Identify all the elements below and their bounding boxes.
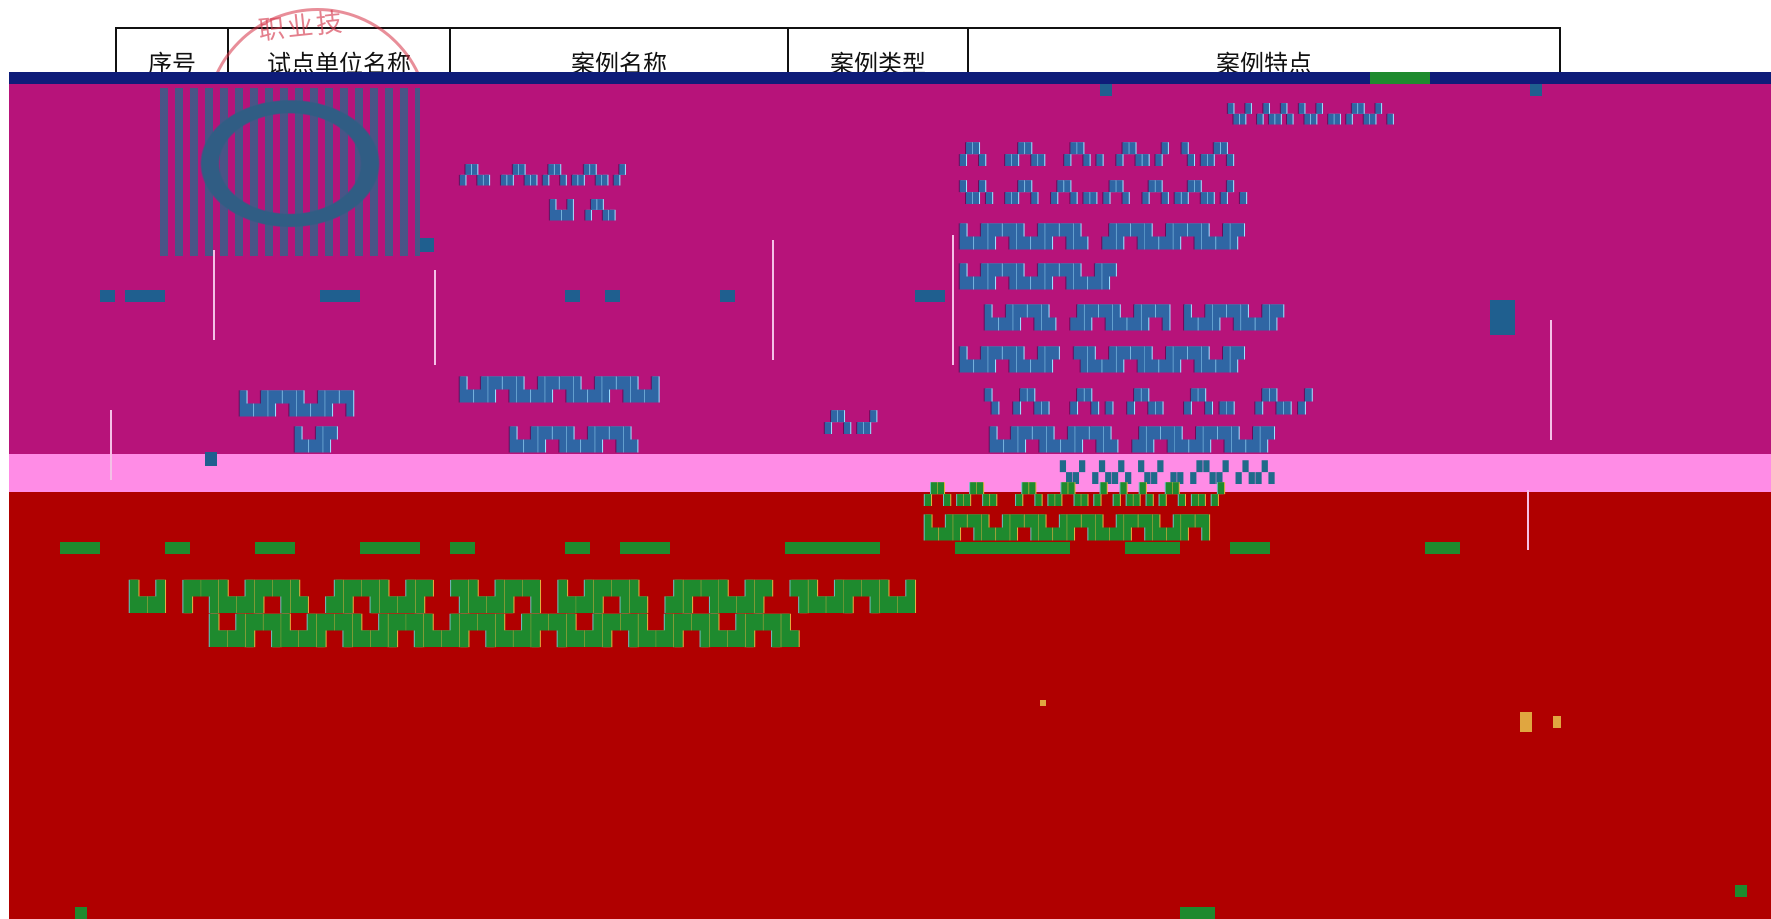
corrupted-text-row: ▚▞▖▗▞▚ ▞▚▗▖▞▚ ▞▚▗▞▚▖▞▗ [960,180,1247,204]
corrupted-text-row: ▞▚▗▞▚▖ ▞▚▗▞▚▖▞▗▚▞▖▞▚▗▖▞ [925,482,1225,506]
corrupted-text-row: ▙▟▛▜▙▟▛▜▙ ▟▛▜▙▟▛▜▙▟▛ [960,225,1245,250]
corruption-block [1490,300,1515,335]
corrupted-text-row: ▙▟▛▜▙▟▛▜ [240,392,354,417]
corruption-block [1125,542,1180,554]
corruption-band-pink [9,454,1771,492]
corrupted-text-row: ▙▟▛▜▙▟▛▜▙ [510,428,639,453]
corrupted-text-row: ▞▚ ▗▞▚▖ ▞▚▗ ▞▚▖▞ ▚▗▞▚ [960,142,1234,166]
corruption-block [720,290,735,302]
corrupted-text-row: ▙▟▛▜▙ ▟▛▜▙▟▛▜ ▙▟▛▜▙▟▛ [985,306,1285,331]
corrupted-text-row: ▙▟▛▜▙▟▛▜▙▟▛▜▙▟▛▜▙▟▛▜ [925,516,1210,541]
corrupted-text-row: ▚▞▗▚▞▖▚▞▗▖▞▚▞▗ [1228,104,1394,125]
corruption-block [450,542,475,554]
corrupted-text-row: ▙▟▛▜▙▟▛▜▙▟▛ [960,265,1117,290]
corruption-block [955,542,1070,554]
corruption-block [565,542,590,554]
corruption-block [1530,84,1542,96]
corruption-block [360,542,420,554]
corrupted-text-row: ▙▟ ▛▜▙▟▛▜▙ ▟▛▜▙▟▛ ▜▙▟▛▜ ▙▟▛▜▙ ▟▛▜▙▟▛ ▜▙▟… [130,580,916,613]
corruption-block [165,542,190,554]
corrupted-text-row: ▙▟▛▜▙▟▛ ▜▙▟▛▜▙▟▛▜▙▟▛ [960,348,1245,373]
corruption-block [1553,716,1561,728]
corruption-block [1370,72,1430,84]
corruption-block [620,542,670,554]
corrupted-text-row: ▙▟▛▜▙▟▛▜▙ ▟▛▜▙▟▛▜▙▟▛ [990,428,1275,453]
corruption-block [1230,542,1270,554]
corruption-block [100,290,115,302]
corruption-band-red [9,492,1771,919]
corruption-block [75,907,87,919]
corruption-block [205,452,217,466]
corrupted-text-row: ▙▟ ▞▚▖ [550,200,622,221]
table-line [110,410,112,480]
corrupted-text-row: ▙▟▛▜▙▟▛▜▙▟▛▜▙▟ [460,378,660,403]
corrupted-text-row: ▞▚▗▞ [825,410,878,434]
corrupted-text-row: ▞▚▖▗▞▚▖▞▚▗▞▚▖▞ [460,165,626,186]
corrupted-text-row: ▙▟▛▜▙▟▛▜▙▟▛▜▙▟▛▜▙▟▛▜▙▟▛▜▙▟▛▜▙▟▛▜▙ [210,614,800,647]
corrupted-text-row: ▚ ▞▚▖ ▞▚▗ ▞▚▖ ▞▚▗▖ ▞▚▖▞ [985,390,1313,415]
corruption-block [605,290,620,302]
corruption-block [1425,542,1460,554]
corruption-block [1040,700,1046,706]
table-line [772,240,774,360]
corrupted-text-row: ▙▟▛ [295,428,338,453]
table-line [434,270,436,365]
corruption-block [255,542,295,554]
corruption-block [1180,907,1215,919]
corruption-block [320,290,360,302]
table-line [213,250,215,340]
corruption-block [785,542,880,554]
corruption-block [1735,885,1747,897]
corruption-block [915,290,945,302]
corruption-block [565,290,580,302]
table-line [1550,320,1552,440]
corruption-block [60,542,100,554]
corrupted-emblem-icon [160,88,420,256]
table-line [952,235,954,365]
table-line [1527,490,1529,550]
corruption-block [1100,84,1112,96]
corruption-block [420,238,434,252]
corruption-block [1520,712,1532,732]
corrupted-text-row: ▚▞▗▚▞▖▚▞▗▖▞▚▞▗▚▞▖ [1060,460,1282,484]
corruption-block [125,290,165,302]
corruption-band-navy [9,72,1771,84]
